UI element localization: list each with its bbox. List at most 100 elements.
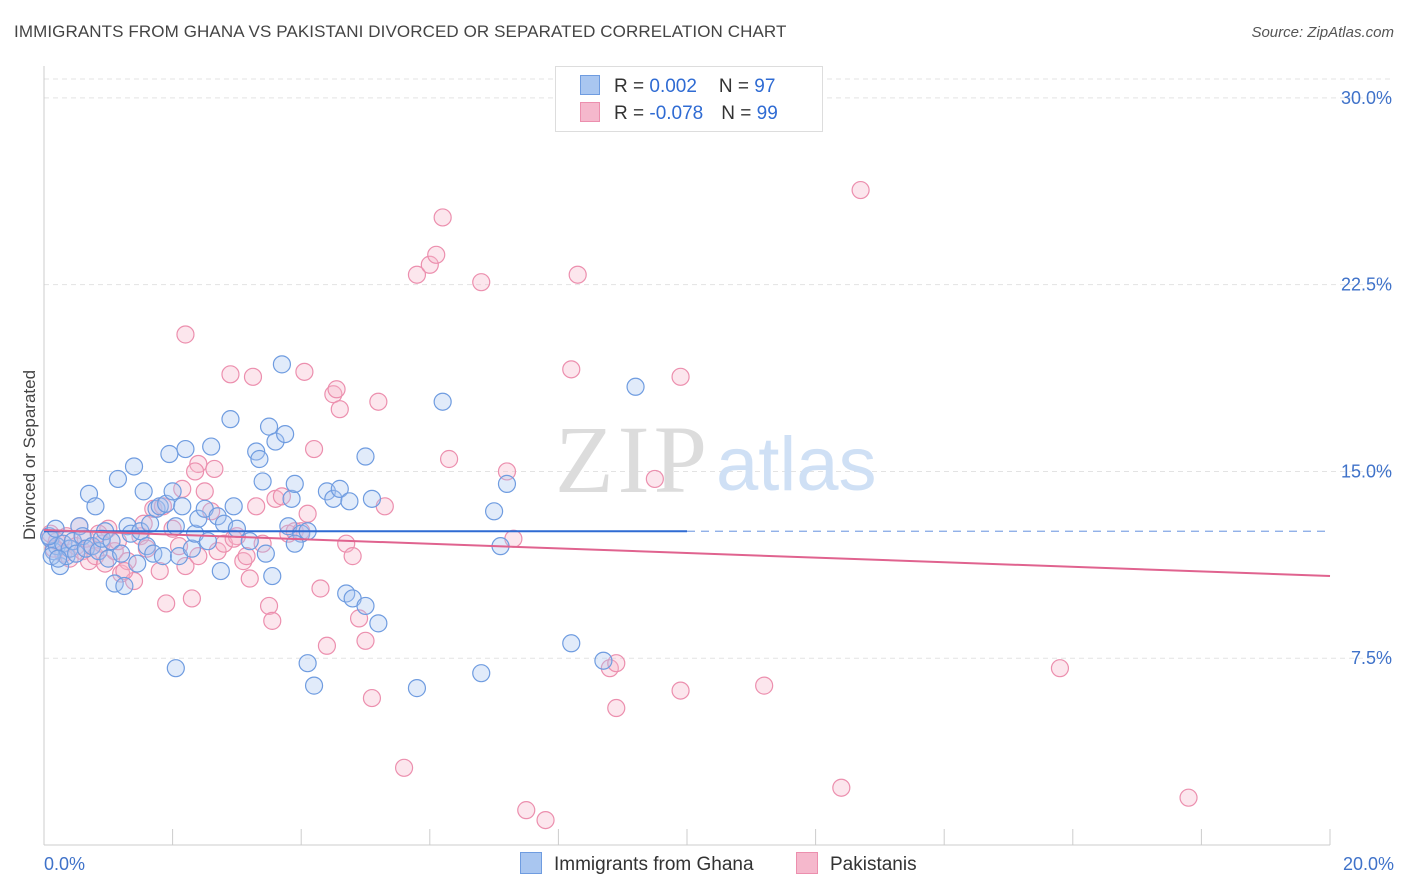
pakistani-point bbox=[356, 631, 375, 650]
pakistani-point bbox=[176, 556, 195, 576]
pakistani-point bbox=[851, 180, 870, 200]
ghana-point bbox=[160, 444, 179, 464]
pakistani-point bbox=[240, 569, 259, 588]
ghana-point bbox=[137, 537, 156, 556]
ghana-point bbox=[282, 489, 301, 508]
pakistani-point bbox=[163, 519, 182, 538]
ghana-point bbox=[369, 614, 388, 633]
y-tick-label: 22.5% bbox=[1341, 275, 1392, 295]
bottom-pakistani-swatch bbox=[796, 852, 818, 874]
ghana-swatch bbox=[580, 75, 600, 95]
pakistani-point bbox=[295, 362, 314, 381]
source-label: Source: ZipAtlas.com bbox=[1251, 24, 1394, 41]
legend-row-pakistani: R = -0.078 N = 99 bbox=[580, 102, 778, 126]
ghana-point bbox=[140, 514, 160, 533]
ghana-point bbox=[134, 482, 153, 501]
tick-labels: 7.5% 15.0% 22.5% 30.0% 0.0% 20.0% bbox=[44, 88, 1394, 874]
pakistani-point bbox=[298, 504, 317, 523]
pakistani-point bbox=[263, 611, 282, 630]
x-tick-label-min: 0.0% bbox=[44, 854, 85, 874]
pakistani-point bbox=[362, 688, 382, 708]
pakistani-point bbox=[439, 449, 459, 469]
ghana-point bbox=[272, 355, 292, 374]
ghana-point bbox=[240, 532, 259, 551]
ghana-point bbox=[362, 489, 382, 508]
ghana-point bbox=[285, 474, 304, 494]
pakistani-point bbox=[1050, 659, 1070, 678]
ghana-point bbox=[208, 507, 227, 526]
ghana-point bbox=[173, 497, 192, 516]
pakistani-point bbox=[124, 571, 144, 591]
pakistani-point bbox=[343, 547, 362, 566]
pakistani-swatch bbox=[580, 102, 600, 122]
pakistani-point bbox=[671, 681, 690, 700]
pakistani-point bbox=[645, 469, 664, 489]
y-tick-label: 15.0% bbox=[1341, 461, 1392, 481]
ghana-point bbox=[211, 561, 230, 581]
bottom-legend-ghana: Immigrants from Ghana bbox=[520, 852, 754, 876]
ghana-point bbox=[472, 664, 491, 683]
ghana-point bbox=[259, 417, 279, 436]
trend-lines bbox=[43, 528, 1331, 578]
x-tick-label-max: 20.0% bbox=[1343, 854, 1394, 874]
pakistani-point bbox=[562, 360, 581, 379]
ghana-point bbox=[485, 502, 504, 521]
pakistani-point bbox=[247, 497, 266, 516]
ghana-point bbox=[340, 492, 359, 511]
pakistani-point bbox=[433, 208, 452, 227]
pakistani-point bbox=[205, 459, 224, 479]
pakistani-point bbox=[259, 596, 279, 616]
ghana-point bbox=[153, 547, 173, 566]
pakistani-point bbox=[427, 245, 446, 264]
pakistani-point bbox=[420, 255, 439, 274]
pakistani-point bbox=[517, 801, 536, 820]
ghana-point bbox=[147, 499, 166, 518]
pakistani-point bbox=[324, 385, 343, 404]
ghana-r-value: 0.002 bbox=[649, 76, 697, 97]
pakistani-point bbox=[330, 400, 349, 419]
ghana-point bbox=[250, 449, 269, 469]
y-tick-label: 30.0% bbox=[1341, 88, 1392, 108]
pakistani-trend-line bbox=[43, 528, 1331, 578]
pakistani-point bbox=[208, 542, 227, 561]
pakistani-point bbox=[189, 547, 208, 566]
watermark-atlas: atlas bbox=[716, 422, 877, 507]
pakistani-point bbox=[243, 367, 263, 386]
ghana-point bbox=[407, 679, 427, 698]
ghana-n-label: N = bbox=[718, 76, 755, 97]
pak-r-label: R = bbox=[614, 103, 650, 124]
ghana-point bbox=[285, 534, 304, 553]
pakistani-point bbox=[221, 365, 240, 384]
pakistani-point bbox=[472, 273, 491, 292]
ghana-point bbox=[115, 576, 134, 596]
pakistani-point bbox=[671, 367, 690, 386]
pak-n-value: 99 bbox=[756, 103, 778, 124]
ghana-point bbox=[86, 497, 105, 516]
ghana-point bbox=[182, 539, 201, 558]
bottom-ghana-swatch bbox=[520, 852, 542, 874]
watermark-zip: ZIP bbox=[555, 406, 711, 513]
ghana-r-label: R = bbox=[614, 76, 650, 97]
ghana-point bbox=[202, 437, 221, 456]
pakistani-point bbox=[157, 594, 176, 613]
ghana-point bbox=[276, 424, 295, 444]
ghana-point bbox=[176, 439, 195, 459]
ghana-n-value: 97 bbox=[754, 76, 776, 97]
pakistani-point bbox=[369, 392, 388, 411]
pakistani-point bbox=[327, 380, 346, 399]
ghana-point bbox=[163, 482, 182, 501]
pakistani-point bbox=[407, 265, 427, 284]
pakistani-point bbox=[755, 676, 774, 695]
ghana-point bbox=[189, 509, 208, 528]
ghana-point bbox=[304, 676, 324, 695]
ghana-point bbox=[46, 519, 65, 538]
pakistani-point bbox=[1179, 788, 1198, 807]
ghana-point bbox=[594, 651, 613, 670]
ghana-point bbox=[626, 377, 645, 396]
pakistani-point bbox=[237, 547, 256, 566]
ghana-point bbox=[253, 472, 272, 491]
pakistani-point bbox=[607, 698, 626, 718]
y-axis-label: Divorced or Separated bbox=[20, 370, 39, 540]
ghana-point bbox=[49, 549, 68, 568]
